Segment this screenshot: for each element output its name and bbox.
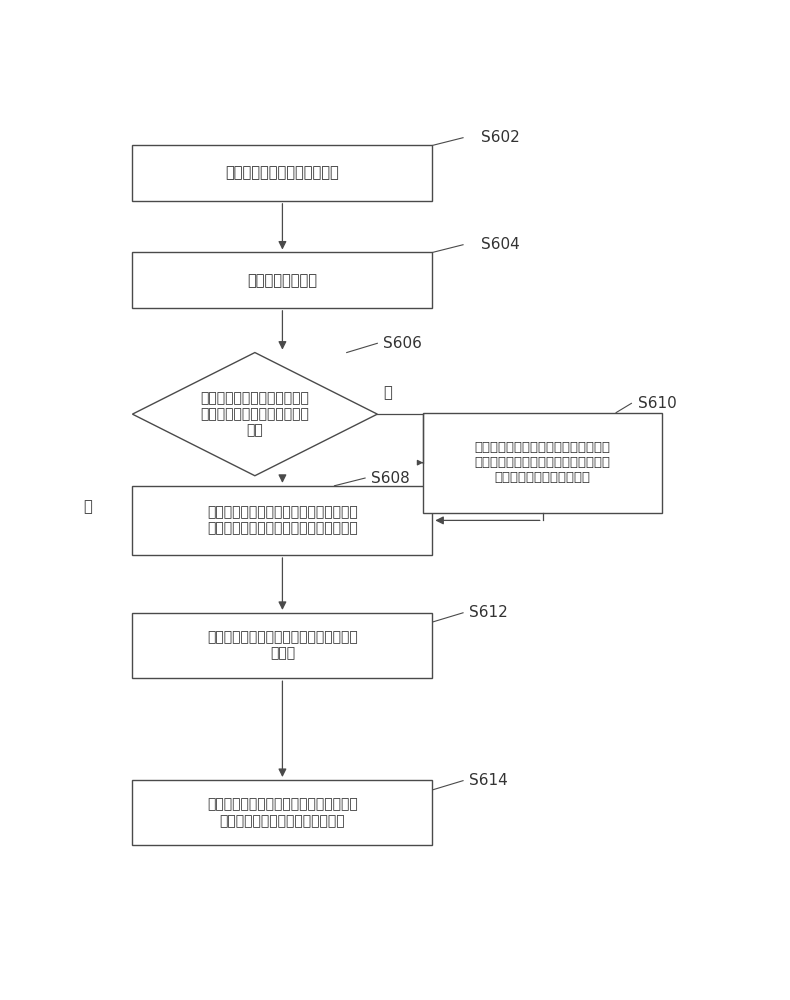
Text: S602: S602 xyxy=(481,130,520,145)
Text: 判断目标体检项目的名称是否
包含在标准体检项目编码数据
集中: 判断目标体检项目的名称是否 包含在标准体检项目编码数据 集中 xyxy=(201,391,310,437)
Text: 否: 否 xyxy=(383,385,392,400)
Text: S610: S610 xyxy=(638,396,676,411)
Bar xyxy=(133,613,432,678)
Text: 获取目标体检报告: 获取目标体检报告 xyxy=(247,273,318,288)
Bar xyxy=(133,486,432,555)
Text: 将标准格式的体检数据与目标体检项目结
合以生成经匹配的体检报告并保存: 将标准格式的体检数据与目标体检项目结 合以生成经匹配的体检报告并保存 xyxy=(207,798,358,828)
Text: S608: S608 xyxy=(371,471,410,486)
Polygon shape xyxy=(133,353,378,476)
Text: 是: 是 xyxy=(84,499,92,514)
Text: 确定目标体检项目与目标体检项目对应的
体检数据的标准编码格式之间的映射关系: 确定目标体检项目与目标体检项目对应的 体检数据的标准编码格式之间的映射关系 xyxy=(207,505,358,536)
Bar xyxy=(133,145,432,201)
Text: 创建标准体检项目编码数据集: 创建标准体检项目编码数据集 xyxy=(226,166,339,181)
Text: 将目标体检数据的编码格式转换为标准编
码格式: 将目标体检数据的编码格式转换为标准编 码格式 xyxy=(207,630,358,661)
Text: S612: S612 xyxy=(469,605,508,620)
Text: S604: S604 xyxy=(481,237,520,252)
Text: S606: S606 xyxy=(383,336,423,351)
Bar xyxy=(133,252,432,308)
Text: S614: S614 xyxy=(469,773,508,788)
Bar xyxy=(133,780,432,845)
Text: 将该目标体检项目的名称添加到标准体
检项目编码数据集中并创建与该目标体
检项目对应的标准编码格式: 将该目标体检项目的名称添加到标准体 检项目编码数据集中并创建与该目标体 检项目对… xyxy=(475,441,611,484)
Bar xyxy=(423,413,662,513)
